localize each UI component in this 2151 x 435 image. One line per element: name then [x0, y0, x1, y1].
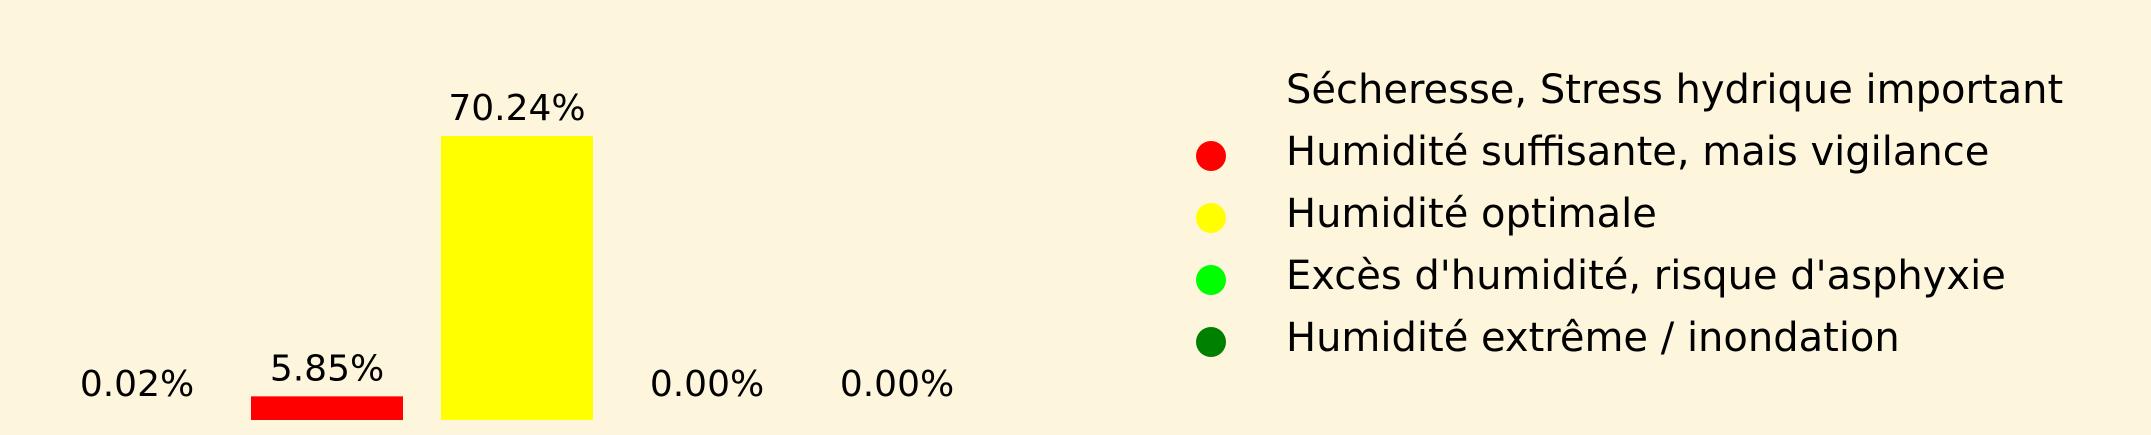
- legend-marker-1: [1196, 79, 1226, 109]
- legend-marker-4: [1196, 265, 1226, 295]
- bar-2: [251, 396, 403, 420]
- bar-value-label-3: 70.24%: [448, 88, 585, 129]
- bar-3: [441, 136, 593, 420]
- legend-marker-3: [1196, 203, 1226, 233]
- legend-label-1: Sécheresse, Stress hydrique important: [1286, 67, 2063, 113]
- bar-value-label-1: 0.02%: [80, 364, 194, 405]
- bar-value-label-5: 0.00%: [840, 364, 954, 405]
- legend-label-4: Excès d'humidité, risque d'asphyxie: [1286, 253, 2006, 299]
- bar-label-group: 0.02% 5.85% 70.24% 0.00% 0.00%: [80, 88, 954, 405]
- bar-group: [61, 136, 593, 420]
- legend-marker-5: [1196, 327, 1226, 357]
- legend: Sécheresse, Stress hydrique important Hum…: [1196, 67, 2063, 361]
- legend-label-5: Humidité extrême / inondation: [1286, 315, 1900, 361]
- bar-value-label-4: 0.00%: [650, 364, 764, 405]
- bar-value-label-2: 5.85%: [270, 348, 384, 389]
- legend-label-2: Humidité suffisante, mais vigilance: [1286, 129, 1989, 175]
- legend-label-3: Humidité optimale: [1286, 191, 1657, 237]
- legend-marker-2: [1196, 141, 1226, 171]
